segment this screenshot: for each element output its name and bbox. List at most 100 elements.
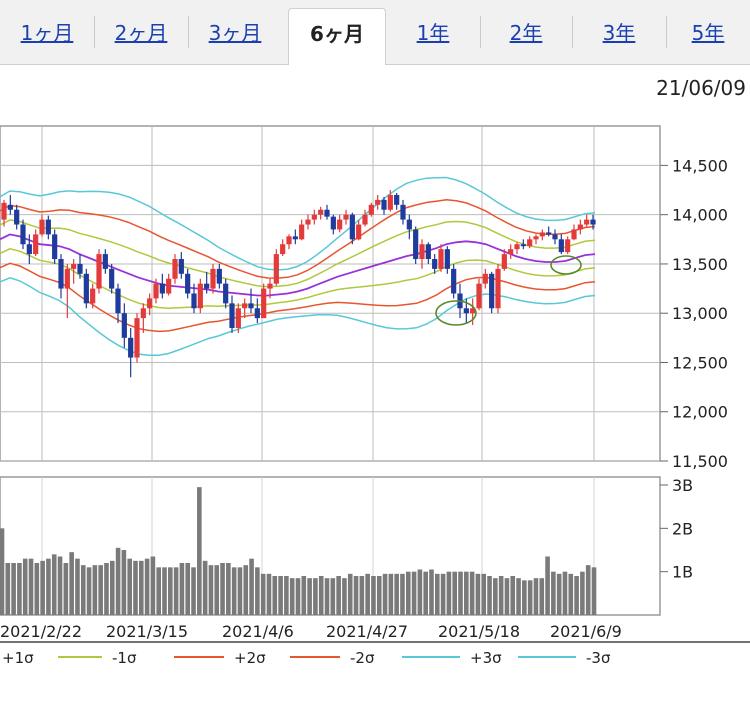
volume-bar bbox=[539, 578, 545, 615]
candle-body bbox=[229, 303, 235, 328]
candle-body bbox=[413, 229, 419, 260]
volume-bar bbox=[359, 576, 365, 615]
volume-bar bbox=[121, 550, 127, 615]
volume-bar bbox=[80, 565, 86, 615]
price-tick-label: 12,000 bbox=[672, 403, 728, 422]
volume-bar bbox=[417, 569, 423, 615]
volume-bar bbox=[98, 565, 103, 615]
candle-body bbox=[501, 254, 507, 269]
candle-body bbox=[343, 214, 349, 220]
volume-bar bbox=[365, 573, 370, 615]
candle-body bbox=[349, 214, 355, 240]
candle-body bbox=[242, 303, 248, 309]
volume-bar bbox=[11, 563, 16, 615]
x-tick-label: 2021/2/22 bbox=[0, 622, 82, 641]
candle-body bbox=[96, 254, 102, 289]
tab-5[interactable]: 1年 bbox=[416, 21, 450, 45]
candle-body bbox=[210, 268, 216, 289]
candle-body bbox=[273, 254, 279, 284]
candle-body bbox=[223, 283, 229, 304]
candle-body bbox=[482, 273, 488, 284]
candle-body bbox=[267, 283, 273, 289]
x-tick-label: 2021/6/9 bbox=[550, 622, 622, 641]
volume-bar bbox=[423, 571, 428, 615]
volume-bar bbox=[376, 576, 382, 615]
price-tick-label: 13,500 bbox=[672, 255, 728, 274]
candle-body bbox=[77, 263, 83, 274]
volume-bar bbox=[69, 552, 74, 615]
volume-bar bbox=[214, 565, 220, 615]
x-tick-label: 2021/4/6 bbox=[222, 622, 294, 641]
volume-bar bbox=[551, 571, 556, 615]
volume-bar bbox=[434, 573, 440, 615]
volume-bar bbox=[17, 563, 22, 615]
tab-1[interactable]: 1ヶ月 bbox=[20, 21, 74, 45]
candle-body bbox=[216, 268, 222, 284]
volume-bar bbox=[522, 580, 527, 615]
candle-body bbox=[26, 244, 32, 255]
candle-body bbox=[83, 273, 89, 304]
candle-body bbox=[254, 308, 260, 319]
candle-body bbox=[147, 298, 153, 309]
candle-body bbox=[280, 244, 286, 255]
candle-body bbox=[140, 308, 146, 319]
candle-body bbox=[235, 308, 241, 328]
volume-bar bbox=[446, 571, 452, 615]
volume-bar bbox=[405, 571, 411, 615]
candle-body bbox=[286, 236, 292, 245]
legend-label: -1σ bbox=[112, 649, 137, 667]
tab-4[interactable]: 6ヶ月 bbox=[288, 8, 386, 65]
legend-label: -3σ bbox=[586, 649, 611, 667]
candle-body bbox=[381, 199, 387, 210]
volume-bar bbox=[568, 573, 574, 615]
volume-bar bbox=[481, 573, 487, 615]
candle-body bbox=[432, 259, 438, 269]
chart-date: 21/06/09 bbox=[656, 76, 746, 100]
tab-2[interactable]: 2ヶ月 bbox=[114, 21, 168, 45]
candle-body bbox=[539, 232, 545, 237]
volume-bar bbox=[144, 558, 150, 615]
volume-tick-label: 1B bbox=[672, 563, 693, 582]
candle-body bbox=[261, 288, 267, 319]
volume-bar bbox=[493, 578, 498, 615]
volume-bar bbox=[173, 567, 179, 615]
tab-separator bbox=[572, 16, 573, 48]
candle-body bbox=[419, 244, 425, 260]
candle-body bbox=[400, 204, 406, 220]
candle-body bbox=[128, 337, 134, 358]
tab-3[interactable]: 3ヶ月 bbox=[208, 21, 262, 45]
tab-separator bbox=[94, 16, 95, 48]
candle-body bbox=[305, 219, 311, 225]
volume-bar bbox=[5, 563, 11, 615]
tab-6[interactable]: 2年 bbox=[509, 21, 543, 45]
candle-body bbox=[172, 259, 178, 279]
volume-bar bbox=[63, 563, 69, 615]
volume-bar bbox=[289, 578, 295, 615]
candle-body bbox=[546, 232, 552, 235]
candle-body bbox=[299, 224, 305, 240]
tab-8[interactable]: 5年 bbox=[691, 21, 725, 45]
candle-body bbox=[197, 283, 203, 309]
volume-bar bbox=[255, 567, 260, 615]
price-tick-label: 14,500 bbox=[672, 156, 728, 175]
volume-bar bbox=[231, 567, 237, 615]
candle-body bbox=[20, 224, 26, 245]
tab-7[interactable]: 3年 bbox=[602, 21, 636, 45]
volume-bar bbox=[156, 567, 162, 615]
candle-body bbox=[115, 288, 121, 314]
volume-bar bbox=[464, 571, 469, 615]
volume-bar bbox=[330, 578, 336, 615]
volume-bar bbox=[115, 547, 121, 615]
volume-bar bbox=[249, 558, 254, 615]
x-tick-label: 2021/3/15 bbox=[106, 622, 188, 641]
volume-bar bbox=[353, 576, 359, 615]
volume-bar bbox=[28, 558, 34, 615]
candle-body bbox=[311, 214, 317, 220]
volume-bar bbox=[318, 576, 324, 615]
volume-bar bbox=[22, 558, 28, 615]
band-plus2-sigma bbox=[0, 199, 596, 279]
volume-bar bbox=[138, 560, 144, 615]
candle-body bbox=[527, 239, 533, 247]
candle-body bbox=[1, 202, 7, 220]
volume-bar bbox=[591, 567, 597, 615]
